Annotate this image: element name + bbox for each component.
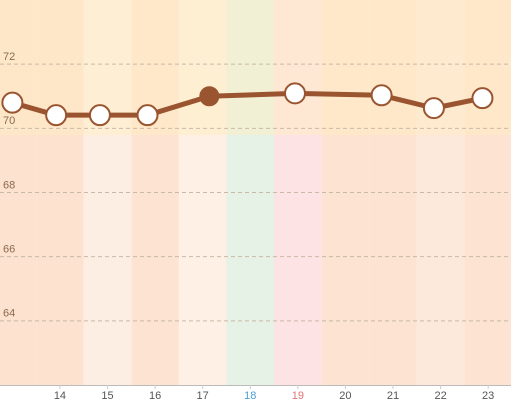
x-tick-label: 22 [434,390,446,402]
x-tick-label: 15 [101,390,113,402]
y-tick-label: 72 [3,51,15,63]
x-tick-label: 20 [339,390,351,402]
y-tick-label: 68 [3,179,15,191]
x-tick-label: 21 [387,390,399,402]
point [422,97,445,120]
x-tick-label: 14 [54,390,66,402]
point [471,87,494,110]
x-tick-label: 16 [149,390,161,402]
x-tick-label: 19 [292,390,304,402]
point [1,91,24,114]
x-tick-label: 18 [244,390,256,402]
point [370,84,393,107]
x-tick-label: 23 [482,390,494,402]
point [45,104,68,127]
point [283,82,306,105]
x-tick-label: 17 [197,390,209,402]
point [199,86,220,107]
y-tick-label: 66 [3,244,15,256]
point [88,104,111,127]
point [136,104,159,127]
y-tick-label: 70 [3,115,15,127]
y-tick-label: 64 [3,308,15,320]
axis-bg [0,386,511,407]
